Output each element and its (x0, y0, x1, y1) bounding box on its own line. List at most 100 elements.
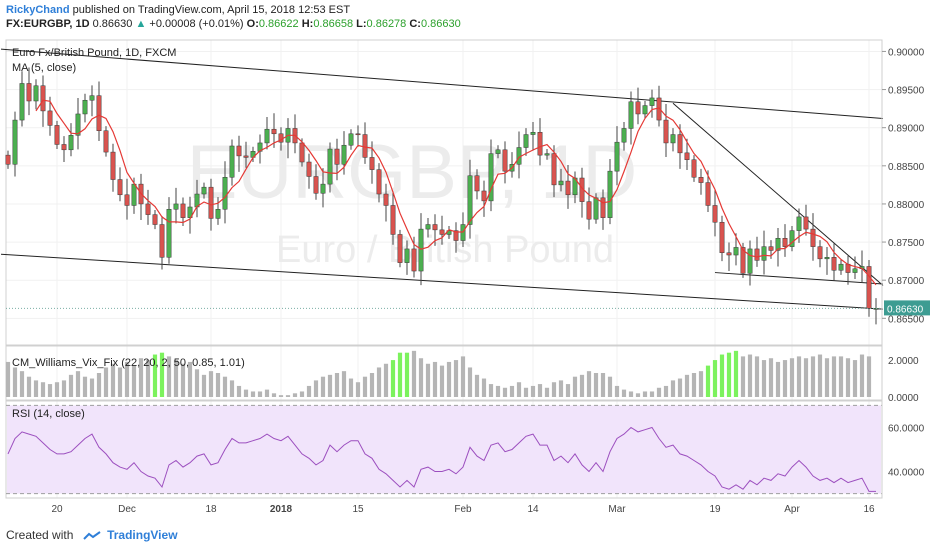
candle (117, 167, 123, 202)
vix-bar (47, 384, 53, 397)
candle-body (565, 180, 571, 196)
candle-body (803, 216, 809, 230)
candle-body (719, 221, 725, 253)
candle (390, 191, 396, 245)
candle-body (369, 157, 375, 170)
tradingview-link[interactable]: TradingView (107, 528, 178, 542)
vix-bar (775, 361, 781, 397)
vix-legend: CM_Williams_Vix_Fix (22, 20, 2, 50, 0.85… (12, 357, 245, 369)
vix-bar (859, 354, 865, 397)
vix-bar (516, 382, 522, 397)
rsi-band-fill (7, 405, 881, 494)
candle-body (117, 179, 123, 196)
vix-bar (390, 360, 396, 397)
vix-bar (544, 387, 550, 397)
candle-body (383, 193, 389, 206)
candle-body (740, 247, 746, 274)
candle-body (705, 182, 711, 206)
vix-bar (495, 385, 501, 397)
vix-bar (796, 356, 802, 397)
x-tick-label: 14 (527, 504, 539, 515)
vix-bar (82, 376, 88, 397)
author-name[interactable]: RickyChand (6, 4, 70, 16)
candle-body (558, 180, 564, 186)
high-label: H: (301, 18, 314, 30)
candle (271, 113, 277, 148)
vix-bar (271, 393, 277, 397)
candle (5, 150, 11, 169)
candle-body (698, 177, 704, 183)
vix-bar (348, 378, 354, 397)
candle (75, 97, 81, 150)
vix-bar (40, 382, 46, 397)
vix-bar (404, 352, 410, 397)
candle (600, 189, 606, 230)
candle (621, 121, 627, 151)
candle-body (467, 175, 473, 225)
candle-body (768, 246, 774, 251)
vix-bar (789, 358, 795, 397)
candle-body (474, 175, 480, 192)
candle-body (670, 134, 676, 144)
candle (159, 216, 165, 270)
vix-bar (229, 380, 235, 397)
vix-bar (131, 365, 137, 397)
vix-bar (159, 352, 165, 397)
y-tick-label: 0.86500 (888, 314, 925, 325)
candle-body (75, 113, 81, 136)
candle (502, 141, 508, 184)
candle (243, 141, 249, 168)
vix-bar (292, 393, 298, 397)
vix-bar (236, 385, 242, 397)
candle-body (747, 248, 753, 274)
candle-body (243, 155, 249, 158)
candle (439, 215, 445, 245)
vix-bar (761, 360, 767, 397)
vix-bar (299, 391, 305, 397)
vix-bar (621, 389, 627, 397)
candle (320, 168, 326, 208)
candle (775, 227, 781, 267)
candle-body (866, 266, 872, 309)
candle (19, 71, 25, 127)
candle-body (502, 149, 508, 172)
candle (551, 145, 557, 198)
candle (173, 187, 179, 224)
vix-bar (341, 371, 347, 397)
vix-bar (439, 365, 445, 397)
vix-bar (831, 356, 837, 397)
axes: 0.86500 0.87000 0.87500 0.88000 0.88500 0.890… (6, 40, 930, 515)
low-label: L: (356, 18, 367, 30)
vix-bar (369, 373, 375, 397)
ma-polyline (35, 99, 877, 286)
x-tick-label: Feb (454, 504, 472, 515)
candle (866, 259, 872, 317)
candle-body (810, 228, 816, 247)
vix-bar (733, 350, 739, 397)
vix-bar (523, 387, 529, 397)
vix-bar (243, 389, 249, 397)
candle (565, 165, 571, 209)
candle-body (607, 170, 613, 218)
candle-body (418, 228, 424, 272)
rsi-pane (6, 404, 882, 495)
vix-bar (5, 361, 11, 397)
candle-body (222, 177, 228, 210)
vix-bar (355, 382, 361, 397)
candle-body (593, 197, 599, 220)
vix-bar (600, 373, 606, 397)
vix-bar (103, 367, 109, 397)
candle (26, 67, 32, 116)
candle (782, 224, 788, 257)
candle (558, 168, 564, 192)
vix-bar (537, 384, 543, 397)
vix-bar (845, 358, 851, 397)
candle-body (761, 246, 767, 261)
candle-body (215, 209, 221, 219)
candle (831, 243, 837, 281)
vix-tick-label: 2.0000 (888, 356, 919, 367)
vix-bar (418, 358, 424, 397)
vix-bar (327, 374, 333, 397)
candle (215, 197, 221, 225)
